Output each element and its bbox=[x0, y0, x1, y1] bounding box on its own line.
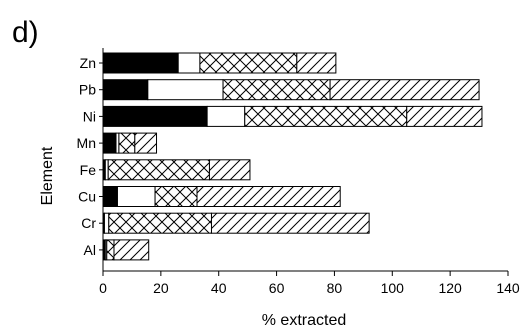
bar-segment-ni-cross-hatch bbox=[244, 105, 408, 127]
panel-label: d) bbox=[12, 16, 39, 49]
category-label-cu: Cu bbox=[78, 189, 96, 205]
x-axis-ticks: 0 20 40 60 80 100 120 140 bbox=[99, 271, 520, 296]
bar-segment-cu-cross-hatch bbox=[154, 186, 198, 207]
bar-segment-mn-cross-hatch bbox=[118, 132, 136, 154]
bar-segment-cr-diagonal-hatch bbox=[210, 212, 370, 234]
category-label-al: Al bbox=[84, 242, 96, 258]
bar-segment-mn-diagonal-hatch bbox=[134, 132, 158, 154]
x-tick-label-80: 80 bbox=[327, 280, 343, 296]
bar-segment-al-diagonal-hatch bbox=[113, 239, 150, 261]
category-label-pb: Pb bbox=[79, 82, 96, 98]
y-axis-title: Element bbox=[39, 146, 56, 205]
bar-segment-cu-blank bbox=[116, 186, 156, 207]
x-tick-label-100: 100 bbox=[381, 280, 405, 296]
bar-segment-ni-solid-black bbox=[102, 105, 208, 127]
bar-segment-zn-cross-hatch bbox=[199, 52, 298, 74]
bar-segment-pb-cross-hatch bbox=[222, 79, 331, 101]
bar-segment-mn-solid-black bbox=[102, 132, 117, 154]
bar-segment-cu-solid-black bbox=[102, 186, 118, 207]
bar-segment-fe-cross-hatch bbox=[107, 159, 210, 181]
category-label-mn: Mn bbox=[77, 135, 96, 151]
category-label-fe: Fe bbox=[80, 162, 97, 178]
bar-segment-pb-blank bbox=[147, 79, 224, 101]
bar-segment-cr-blank bbox=[103, 212, 110, 234]
bar-segment-ni-blank bbox=[206, 105, 246, 127]
bars-group bbox=[102, 52, 483, 261]
bar-segment-cr-cross-hatch bbox=[108, 212, 212, 234]
bar-segment-pb-diagonal-hatch bbox=[329, 79, 480, 101]
bar-segment-ni-diagonal-hatch bbox=[406, 105, 483, 127]
bar-segment-pb-solid-black bbox=[102, 79, 149, 101]
x-tick-label-0: 0 bbox=[99, 280, 107, 296]
x-tick-label-60: 60 bbox=[269, 280, 285, 296]
x-tick-label-40: 40 bbox=[211, 280, 227, 296]
bar-segment-fe-diagonal-hatch bbox=[208, 159, 251, 181]
bar-segment-zn-blank bbox=[177, 52, 201, 74]
bar-segment-zn-solid-black bbox=[102, 52, 179, 74]
category-label-ni: Ni bbox=[83, 108, 96, 124]
category-label-cr: Cr bbox=[81, 215, 96, 231]
category-label-zn: Zn bbox=[80, 55, 96, 71]
bar-segment-al-cross-hatch bbox=[106, 239, 115, 261]
x-tick-label-20: 20 bbox=[153, 280, 169, 296]
x-axis-title: % extracted bbox=[262, 312, 346, 329]
category-labels: Zn Pb Ni Mn Fe Cu Cr Al bbox=[77, 55, 103, 258]
bar-segment-cu-diagonal-hatch bbox=[196, 186, 341, 207]
bar-segment-zn-diagonal-hatch bbox=[296, 52, 337, 74]
x-tick-label-140: 140 bbox=[496, 280, 520, 296]
x-tick-label-120: 120 bbox=[438, 280, 462, 296]
